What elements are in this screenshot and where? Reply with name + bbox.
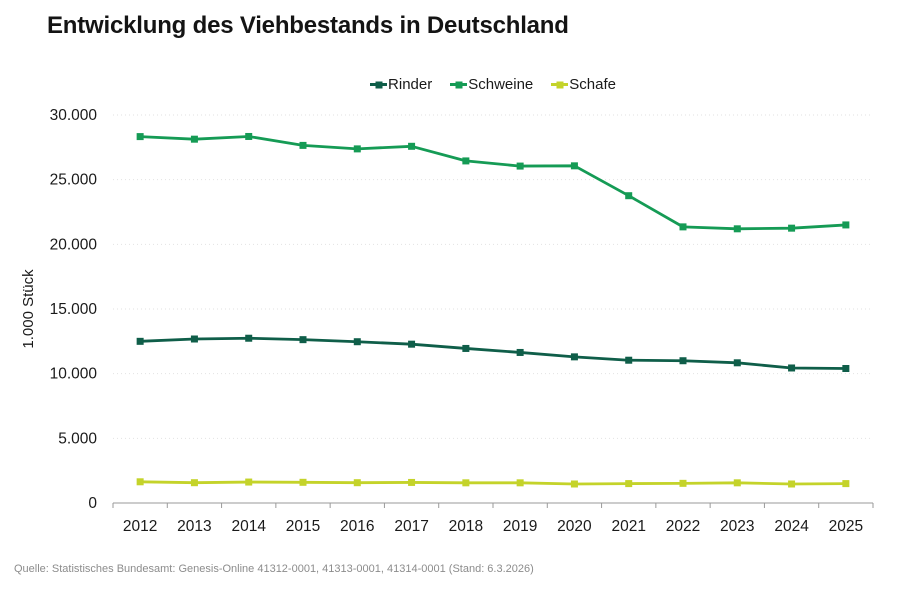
x-tick-label: 2019: [503, 518, 537, 535]
data-point-schafe: [625, 480, 633, 488]
data-point-schafe: [733, 479, 741, 487]
data-point-rinder: [299, 336, 307, 344]
data-point-schafe: [190, 479, 198, 487]
data-point-schafe: [299, 478, 307, 486]
chart-title: Entwicklung des Viehbestands in Deutschl…: [47, 12, 569, 39]
data-point-rinder: [190, 335, 198, 343]
data-point-rinder: [462, 344, 470, 352]
data-point-schweine: [353, 145, 361, 153]
data-point-schweine: [136, 133, 144, 141]
data-point-schweine: [299, 141, 307, 149]
y-axis-title: 1.000 Stück: [20, 269, 37, 349]
legend-label: Rinder: [388, 76, 433, 93]
data-point-schweine: [516, 162, 524, 170]
legend-label: Schafe: [569, 76, 616, 93]
x-tick-label: 2023: [720, 518, 754, 535]
x-tick-label: 2025: [829, 518, 863, 535]
legend-item-schweine: Schweine: [450, 76, 533, 93]
y-tick-label: 10.000: [50, 366, 98, 383]
data-point-schafe: [516, 479, 524, 487]
x-tick-label: 2015: [286, 518, 320, 535]
data-point-schafe: [679, 479, 687, 487]
legend-marker-icon: [370, 81, 388, 88]
data-point-schafe: [788, 480, 796, 488]
data-point-rinder: [733, 359, 741, 367]
y-tick-label: 0: [88, 495, 97, 512]
data-point-schweine: [408, 142, 416, 150]
data-point-rinder: [679, 357, 687, 365]
x-tick-label: 2022: [666, 518, 700, 535]
data-point-schweine: [625, 192, 633, 200]
data-point-schafe: [136, 478, 144, 486]
legend-item-schafe: Schafe: [551, 76, 616, 93]
data-point-schafe: [462, 479, 470, 487]
x-tick-label: 2012: [123, 518, 157, 535]
data-point-rinder: [136, 337, 144, 345]
data-point-schweine: [842, 221, 850, 229]
data-point-schweine: [679, 223, 687, 231]
legend-marker-icon: [551, 81, 569, 88]
x-tick-label: 2014: [231, 518, 266, 535]
data-point-rinder: [570, 353, 578, 361]
y-tick-label: 15.000: [50, 301, 98, 318]
data-point-schafe: [570, 480, 578, 488]
data-point-schweine: [462, 157, 470, 165]
data-point-schweine: [190, 135, 198, 143]
y-tick-label: 5.000: [58, 430, 97, 447]
y-tick-label: 25.000: [50, 172, 98, 189]
y-tick-label: 30.000: [50, 107, 98, 124]
data-point-rinder: [842, 364, 850, 372]
x-tick-label: 2017: [394, 518, 428, 535]
series-line-rinder: [140, 336, 846, 370]
x-tick-label: 2016: [340, 518, 374, 535]
data-point-schafe: [408, 478, 416, 486]
x-tick-label: 2020: [557, 518, 592, 535]
data-point-schafe: [353, 479, 361, 487]
series-line-schafe: [140, 480, 846, 486]
x-tick-label: 2021: [611, 518, 645, 535]
source-note: Quelle: Statistisches Bundesamt: Genesis…: [14, 563, 534, 575]
legend-item-rinder: Rinder: [370, 76, 432, 93]
data-point-schweine: [570, 162, 578, 170]
data-point-schweine: [788, 224, 796, 232]
y-tick-label: 20.000: [50, 236, 98, 253]
series-line-schweine: [140, 135, 846, 231]
x-tick-label: 2013: [177, 518, 211, 535]
data-point-schweine: [733, 225, 741, 233]
x-tick-label: 2024: [774, 518, 809, 535]
data-point-schweine: [245, 132, 253, 140]
data-point-rinder: [788, 364, 796, 372]
data-point-rinder: [516, 348, 524, 356]
x-tick-label: 2018: [449, 518, 483, 535]
legend-marker-icon: [450, 81, 468, 88]
chart-legend: Rinder Schweine Schafe: [113, 76, 873, 93]
data-point-schafe: [245, 478, 253, 486]
legend-label: Schweine: [468, 76, 534, 93]
data-point-schafe: [842, 480, 850, 488]
data-point-rinder: [408, 340, 416, 348]
data-point-rinder: [245, 334, 253, 342]
data-point-rinder: [353, 338, 361, 346]
data-point-rinder: [625, 356, 633, 364]
